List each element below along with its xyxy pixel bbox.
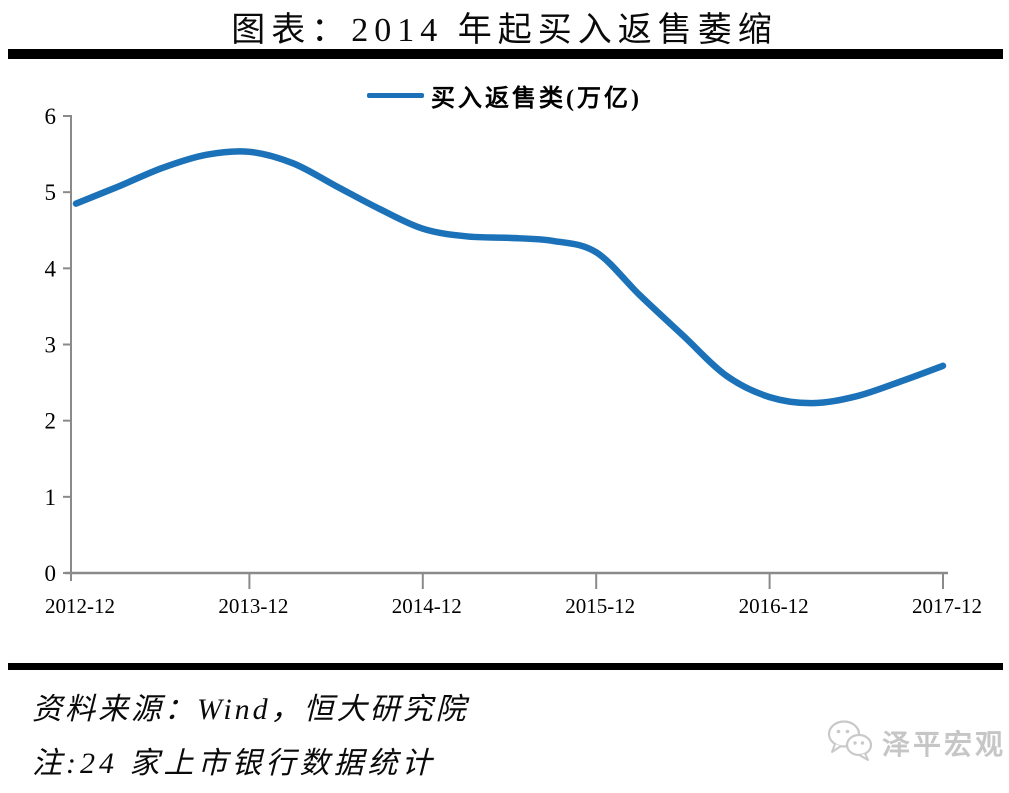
note-text: 注:24 家上市银行数据统计 — [32, 747, 436, 780]
series-line — [72, 148, 947, 407]
x-tick-label: 2014-12 — [392, 594, 462, 618]
source-text: 资料来源：Wind，恒大研究院 — [32, 693, 469, 726]
y-tick-label: 3 — [45, 333, 57, 358]
y-tick-label: 5 — [45, 180, 57, 205]
y-tick-label: 4 — [45, 256, 57, 281]
legend-line-swatch — [367, 93, 424, 98]
y-tick-label: 1 — [45, 485, 57, 510]
wechat-chat-bubbles-icon — [827, 719, 873, 766]
x-tick-label: 2015-12 — [565, 594, 635, 618]
y-tick-label: 0 — [45, 561, 57, 586]
figure-title: 图表：2014 年起买入返售萎缩 — [231, 12, 778, 49]
x-tick-label: 2012-12 — [45, 594, 115, 618]
x-tick-label: 2017-12 — [912, 594, 982, 618]
watermark-text: 泽平宏观 — [882, 728, 1007, 760]
legend-label: 买入返售类(万亿) — [431, 86, 642, 112]
y-tick-label: 2 — [45, 409, 57, 434]
brand-watermark: 泽平宏观 — [827, 719, 1006, 766]
top-divider-bar — [8, 49, 1003, 59]
x-tick-label: 2016-12 — [739, 594, 809, 618]
bottom-divider-bar — [8, 663, 1003, 670]
x-tick-label: 2013-12 — [218, 594, 288, 618]
chart-legend: 买入返售类(万亿) — [0, 78, 1009, 113]
